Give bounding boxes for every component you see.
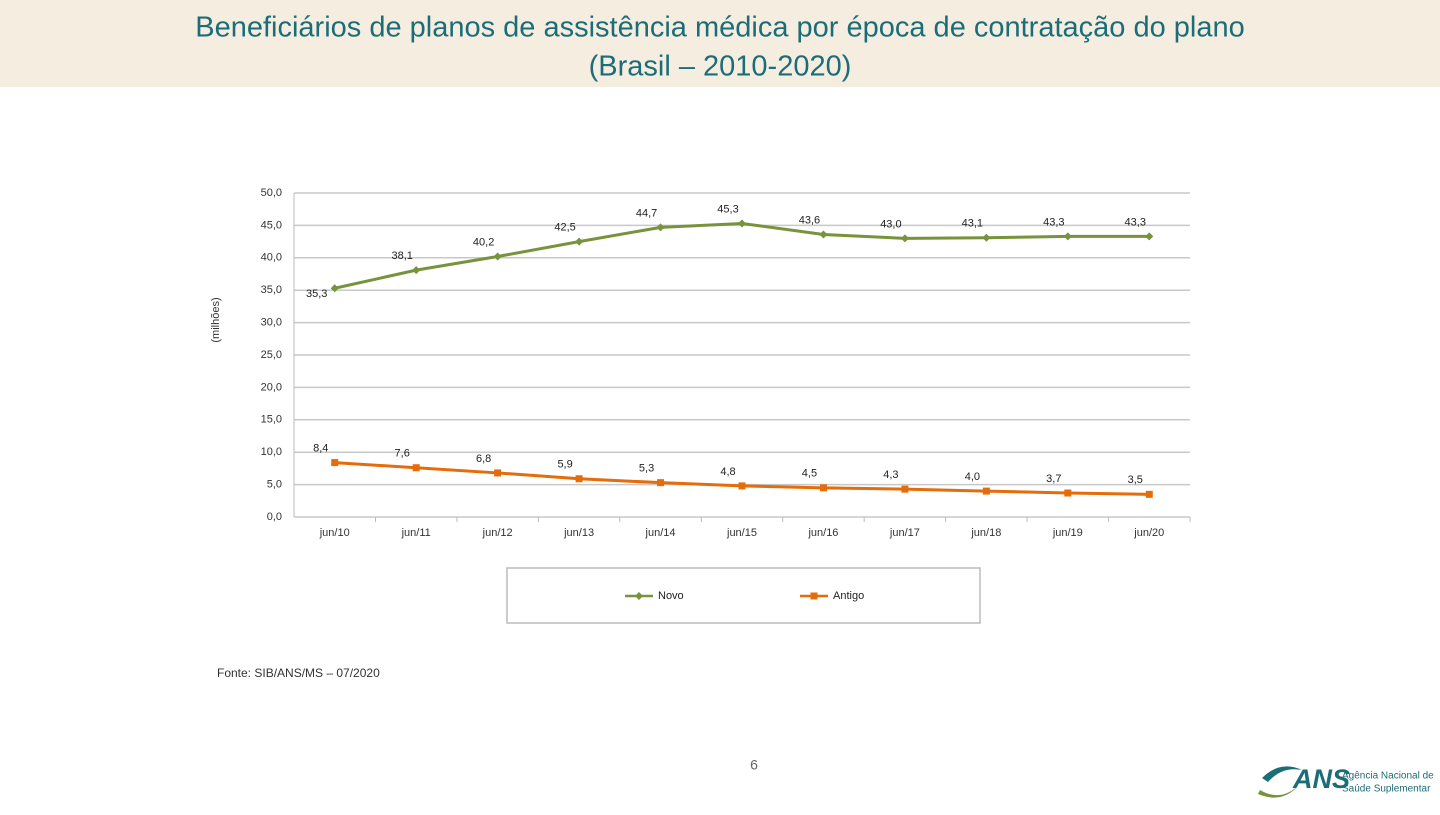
legend-label: Novo <box>658 590 684 602</box>
legend-box <box>506 567 981 624</box>
marker <box>738 219 746 228</box>
source: Fonte: SIB/ANS/MS – 07/2020 <box>217 666 380 680</box>
chart-subtitle: (Brasil – 2010-2020) <box>589 51 852 83</box>
marker <box>494 469 502 477</box>
y-tick-label: 20,0 <box>261 381 282 393</box>
logo: ANS Agência Nacional de Saúde Suplementa… <box>1258 764 1434 798</box>
x-tick-label: jun/10 <box>319 527 350 539</box>
marker <box>330 284 339 293</box>
series-line <box>334 461 1150 496</box>
data-label: 35,3 <box>306 288 327 300</box>
y-tick-label: 45,0 <box>261 219 282 231</box>
x-tick-label: jun/12 <box>482 527 513 539</box>
marker <box>657 479 665 487</box>
logo-acronym: ANS <box>1292 764 1350 794</box>
marker <box>1145 490 1153 498</box>
y-tick-label: 10,0 <box>261 446 282 458</box>
x-tick-label: jun/16 <box>807 527 838 539</box>
data-label: 4,3 <box>883 469 898 481</box>
x-tick-label: jun/15 <box>726 527 757 539</box>
x-tick-label: jun/17 <box>889 527 920 539</box>
data-label: 4,8 <box>720 466 735 478</box>
logo-line: Saúde Suplementar <box>1342 784 1431 795</box>
data-label: 45,3 <box>717 203 738 215</box>
marker <box>1145 232 1154 241</box>
data-label: 40,2 <box>473 236 494 248</box>
data-label: 43,1 <box>962 218 983 230</box>
marker <box>901 485 909 493</box>
marker <box>982 487 990 495</box>
marker <box>493 252 502 261</box>
x-tick-label: jun/11 <box>401 527 431 539</box>
legend-label: Antigo <box>833 590 864 602</box>
data-label: 7,6 <box>395 448 410 460</box>
marker <box>656 223 665 232</box>
y-tick-label: 35,0 <box>261 284 282 296</box>
marker <box>1064 489 1072 497</box>
data-label: 8,4 <box>313 442 328 454</box>
data-label: 4,0 <box>965 471 980 483</box>
data-label: 5,3 <box>639 463 654 475</box>
logo-swoosh <box>1258 786 1298 798</box>
data-label: 44,7 <box>636 207 657 219</box>
page-number: 6 <box>750 757 758 773</box>
legend-marker <box>635 592 643 600</box>
chart-title: Beneficiários de planos de assistência m… <box>195 12 1245 44</box>
marker <box>412 464 420 472</box>
y-tick-label: 15,0 <box>261 414 282 426</box>
data-label: 43,6 <box>799 214 820 226</box>
y-axis-label: (milhões) <box>210 297 222 342</box>
y-tick-label: 30,0 <box>261 317 282 329</box>
data-label: 43,3 <box>1125 216 1146 228</box>
marker <box>738 482 746 490</box>
y-tick-label: 25,0 <box>261 349 282 361</box>
y-tick-label: 5,0 <box>267 479 282 491</box>
marker <box>900 234 909 243</box>
marker <box>575 475 583 483</box>
legend-marker <box>810 592 818 600</box>
data-label: 3,5 <box>1128 474 1143 486</box>
marker <box>331 459 339 467</box>
data-label: 43,3 <box>1043 216 1064 228</box>
data-label: 4,5 <box>802 468 817 480</box>
data-label: 6,8 <box>476 453 491 465</box>
x-tick-label: jun/14 <box>645 527 676 539</box>
y-tick-label: 50,0 <box>261 187 282 199</box>
marker <box>982 233 991 242</box>
logo-line: Agência Nacional de <box>1342 771 1434 782</box>
data-label: 38,1 <box>391 250 412 262</box>
x-tick-label: jun/19 <box>1052 527 1083 539</box>
series-line <box>334 221 1150 290</box>
marker <box>819 484 827 492</box>
data-label: 43,0 <box>880 218 901 230</box>
data-label: 3,7 <box>1046 473 1061 485</box>
x-tick-label: jun/13 <box>563 527 594 539</box>
data-label: 5,9 <box>557 459 572 471</box>
marker <box>412 266 421 275</box>
logo-swoosh <box>1262 766 1302 782</box>
x-tick-label: jun/18 <box>970 527 1001 539</box>
data-label: 42,5 <box>554 222 575 234</box>
marker <box>1063 232 1072 241</box>
title-band <box>0 0 1440 87</box>
y-tick-label: 0,0 <box>267 511 282 523</box>
x-tick-label: jun/20 <box>1133 527 1164 539</box>
marker <box>819 230 828 239</box>
y-tick-label: 40,0 <box>261 252 282 264</box>
marker <box>575 237 584 246</box>
